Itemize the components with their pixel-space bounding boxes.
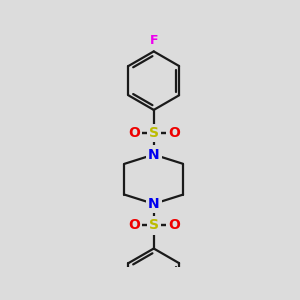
Text: O: O bbox=[168, 218, 180, 233]
Text: F: F bbox=[149, 34, 158, 47]
Text: N: N bbox=[148, 197, 160, 211]
Text: S: S bbox=[149, 218, 159, 233]
Text: O: O bbox=[128, 126, 140, 140]
Text: O: O bbox=[128, 218, 140, 233]
Text: N: N bbox=[148, 148, 160, 162]
Text: S: S bbox=[149, 126, 159, 140]
Text: O: O bbox=[168, 126, 180, 140]
